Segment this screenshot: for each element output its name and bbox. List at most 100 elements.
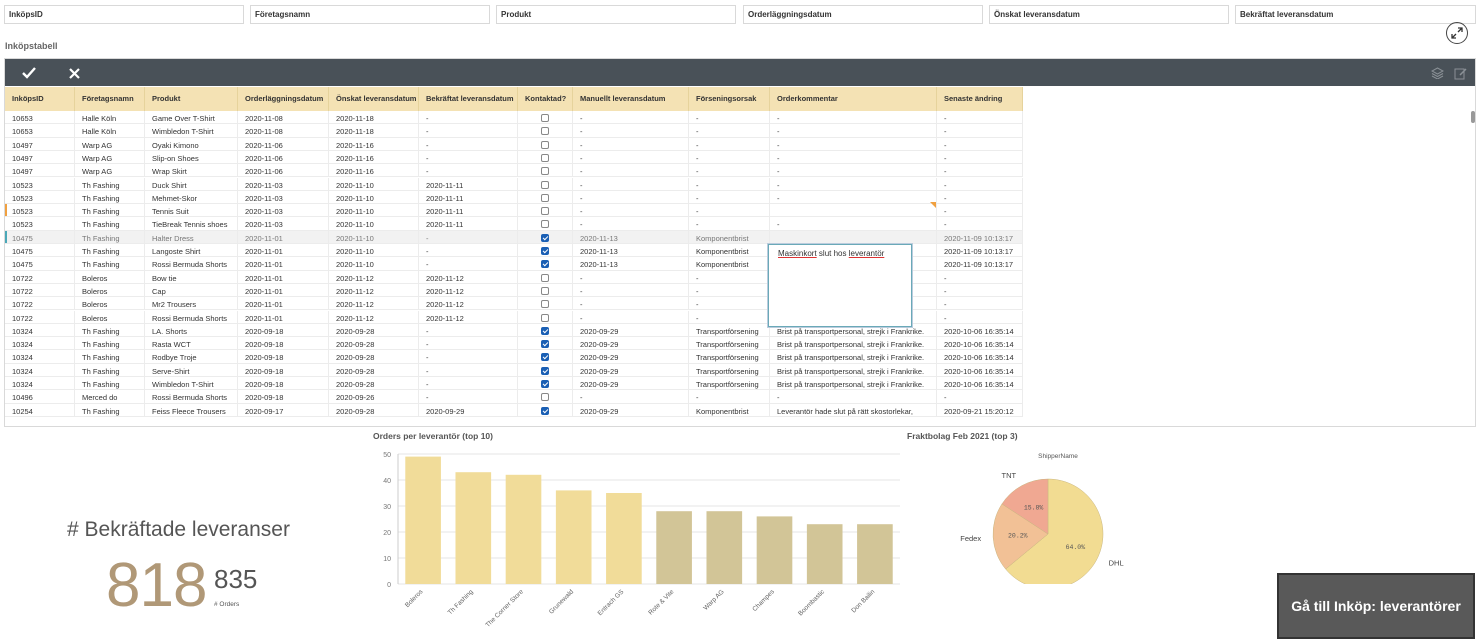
table-cell[interactable]: Rodbye Troje <box>145 350 238 364</box>
filter-bekraftat-leveransdatum[interactable]: Bekräftat leveransdatum <box>1235 5 1476 24</box>
table-cell[interactable]: 2020-09-29 <box>573 323 689 337</box>
table-cell[interactable]: Wimbledon T-Shirt <box>145 377 238 390</box>
table-cell[interactable]: 2020-11-12 <box>419 270 518 284</box>
table-cell[interactable]: 2020-11-12 <box>329 310 419 324</box>
table-cell[interactable]: Warp AG <box>75 150 145 164</box>
table-cell[interactable]: - <box>689 164 770 178</box>
table-cell[interactable]: 2020-11-12 <box>329 283 419 297</box>
table-cell[interactable]: 2020-11-03 <box>238 177 329 191</box>
table-cell[interactable]: - <box>419 244 518 257</box>
table-cell[interactable]: - <box>937 150 1023 164</box>
table-cell[interactable]: LA. Shorts <box>145 323 238 337</box>
table-cell[interactable]: 2020-11-09 10:13:17 <box>937 244 1023 257</box>
table-cell[interactable]: 2020-10-06 16:35:14 <box>937 323 1023 337</box>
table-cell[interactable]: 10722 <box>5 297 75 311</box>
table-cell[interactable]: - <box>419 323 518 337</box>
table-cell[interactable]: Th Fashing <box>75 337 145 351</box>
table-row[interactable]: 10475 Th Fashing Langoste Shirt 2020-11-01 2… <box>5 244 1023 258</box>
table-cell[interactable]: 2020-11-06 <box>238 150 329 164</box>
column-header[interactable]: Bekräftat leveransdatum <box>419 87 518 111</box>
table-cell[interactable]: 2020-10-06 16:35:14 <box>937 337 1023 351</box>
table-cell[interactable]: 2020-11-10 <box>329 244 419 257</box>
table-cell[interactable]: 2020-11-01 <box>238 283 329 297</box>
contacted-checkbox[interactable] <box>541 406 549 415</box>
table-cell[interactable]: Komponentbrist <box>689 230 770 244</box>
filter-foretagsnamn[interactable]: Företagsnamn <box>250 5 490 24</box>
table-cell[interactable]: 2020-11-12 <box>329 297 419 311</box>
table-row[interactable]: 10496 Merced do Rossi Bermuda Shorts 2020-0… <box>5 390 1023 404</box>
table-cell[interactable]: - <box>770 164 937 178</box>
table-cell[interactable]: Th Fashing <box>75 323 145 337</box>
table-cell[interactable]: - <box>419 164 518 178</box>
table-cell[interactable]: 2020-11-13 <box>573 257 689 271</box>
table-cell[interactable]: - <box>419 390 518 404</box>
table-cell[interactable]: 2020-09-28 <box>329 377 419 390</box>
table-cell[interactable]: 2020-11-10 <box>329 204 419 218</box>
table-cell[interactable]: 2020-09-18 <box>238 363 329 377</box>
table-cell[interactable]: - <box>573 111 689 124</box>
contacted-checkbox[interactable] <box>541 193 549 202</box>
table-cell[interactable]: 2020-11-08 <box>238 124 329 138</box>
table-cell[interactable]: Duck Shirt <box>145 177 238 191</box>
table-cell[interactable]: - <box>937 310 1023 324</box>
filter-inkopsid[interactable]: InköpsID <box>4 5 244 24</box>
table-row[interactable]: 10653 Halle Köln Game Over T-Shirt 2020-11-… <box>5 111 1023 125</box>
nav-leverantorer-button[interactable]: Gå till Inköp: leverantörer <box>1277 573 1475 639</box>
table-cell[interactable]: 2020-09-17 <box>238 403 329 417</box>
table-cell[interactable]: Boleros <box>75 297 145 311</box>
table-cell[interactable]: - <box>937 111 1023 124</box>
table-cell[interactable]: - <box>573 204 689 218</box>
table-cell[interactable]: 2020-11-11 <box>419 204 518 218</box>
table-cell[interactable]: - <box>419 137 518 151</box>
table-cell[interactable]: 2020-11-12 <box>329 270 419 284</box>
table-cell[interactable]: 2020-11-01 <box>238 230 329 244</box>
table-cell[interactable]: 2020-11-09 10:13:17 <box>937 230 1023 244</box>
table-cell[interactable]: 10324 <box>5 323 75 337</box>
table-cell[interactable]: Th Fashing <box>75 257 145 271</box>
table-cell[interactable]: 10324 <box>5 350 75 364</box>
table-cell[interactable]: Transportförsening <box>689 337 770 351</box>
column-header[interactable]: Orderläggningsdatum <box>238 87 329 111</box>
table-cell[interactable]: 10497 <box>5 164 75 178</box>
contacted-checkbox[interactable] <box>541 300 549 309</box>
table-cell[interactable]: 10475 <box>5 257 75 271</box>
table-cell[interactable]: - <box>937 283 1023 297</box>
table-cell[interactable]: - <box>419 257 518 271</box>
table-cell[interactable]: Brist på transportpersonal, strejk i Fra… <box>770 363 937 377</box>
table-cell[interactable] <box>770 244 937 257</box>
table-cell[interactable]: - <box>419 337 518 351</box>
table-row[interactable]: 10324 Th Fashing LA. Shorts 2020-09-18 2020-… <box>5 323 1023 338</box>
table-cell[interactable]: - <box>689 283 770 297</box>
table-cell[interactable]: - <box>689 150 770 164</box>
table-row[interactable]: 10324 Th Fashing Rasta WCT 2020-09-18 2020-0… <box>5 337 1023 351</box>
bar[interactable] <box>706 511 743 584</box>
edit-icon[interactable] <box>1451 64 1469 82</box>
contacted-checkbox[interactable] <box>541 273 549 282</box>
bar[interactable] <box>455 472 492 584</box>
table-cell[interactable]: 2020-11-01 <box>238 297 329 311</box>
table-cell[interactable]: - <box>770 190 937 204</box>
bar[interactable] <box>806 524 843 584</box>
table-cell[interactable]: Boleros <box>75 270 145 284</box>
table-row[interactable]: 10722 Boleros Rossi Bermuda Shorts 2020-11-… <box>5 310 1023 324</box>
table-cell[interactable]: Leverantör hade slut på rätt skostorleka… <box>770 403 937 417</box>
table-cell[interactable]: - <box>689 137 770 151</box>
table-cell[interactable]: Warp AG <box>75 164 145 178</box>
table-row[interactable]: 10497 Warp AG Wrap Skirt 2020-11-06 2020-11-… <box>5 164 1023 178</box>
column-header[interactable]: Produkt <box>145 87 238 111</box>
table-cell[interactable]: - <box>937 297 1023 311</box>
table-row[interactable]: 10324 Th Fashing Rodbye Troje 2020-09-18 202… <box>5 350 1023 364</box>
bar[interactable] <box>857 524 893 584</box>
column-header[interactable]: Manuellt leveransdatum <box>573 87 689 111</box>
table-cell[interactable]: Th Fashing <box>75 190 145 204</box>
column-header[interactable]: Önskat leveransdatum <box>329 87 419 111</box>
table-cell[interactable]: - <box>770 124 937 138</box>
table-cell[interactable]: - <box>770 137 937 151</box>
contacted-checkbox[interactable] <box>541 380 549 388</box>
table-cell[interactable]: 2020-09-28 <box>329 403 419 417</box>
expand-icon[interactable] <box>1446 22 1468 44</box>
table-cell[interactable]: Oyaki Kimono <box>145 137 238 151</box>
table-row[interactable]: 10523 Th Fashing Tennis Suit 2020-11-03 2020… <box>5 204 1023 218</box>
column-header[interactable]: Förseningsorsak <box>689 87 770 111</box>
table-cell[interactable]: Halter Dress <box>145 230 238 244</box>
